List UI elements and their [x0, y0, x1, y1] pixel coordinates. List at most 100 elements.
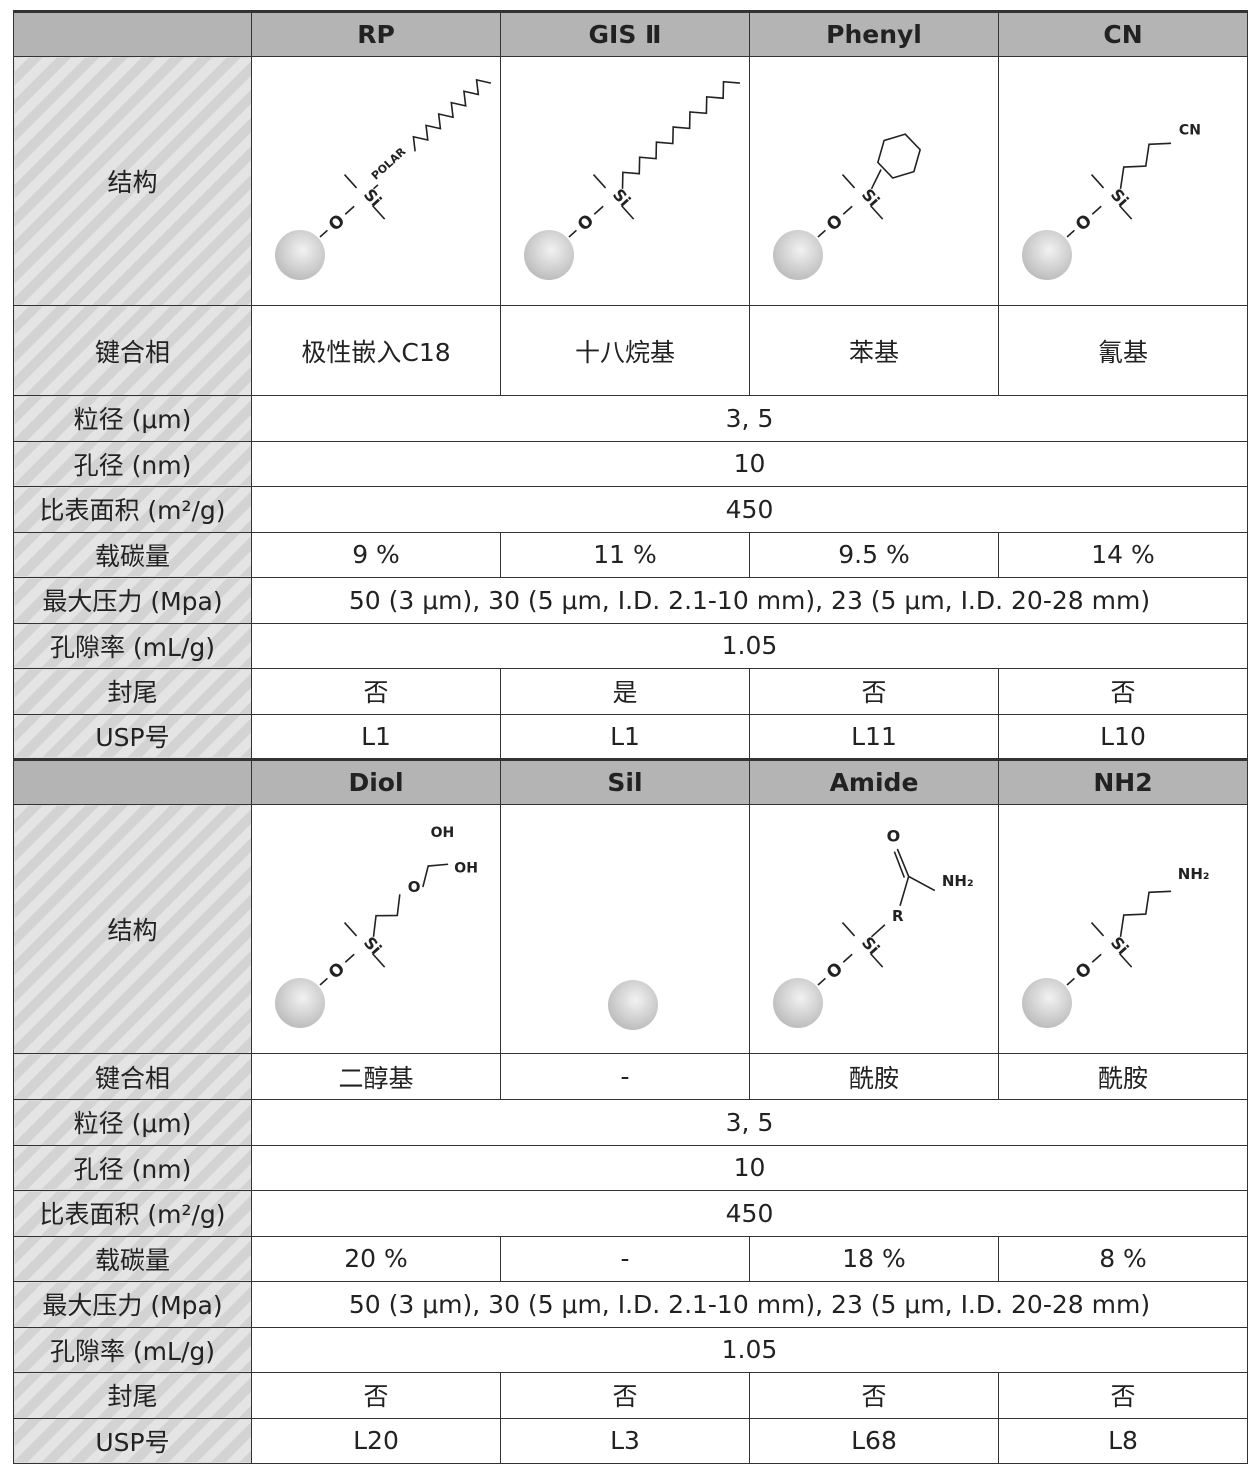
table-cell: 9.5 %	[749, 531, 999, 578]
table-row: 孔隙率 (mL/g) 1.05	[13, 622, 1248, 669]
table-row: 孔径 (nm) 10	[13, 440, 1248, 487]
column-header: RP	[251, 11, 501, 57]
structure-cell: O Si	[749, 56, 999, 306]
table-cell: 20 %	[251, 1235, 501, 1282]
structure-label-nh2: NH₂	[1178, 865, 1210, 883]
table-row: 比表面积 (m²/g) 450	[13, 486, 1248, 533]
structure-label-oh: OH	[454, 860, 478, 876]
column-spec-table: RP GIS Ⅱ Phenyl CN 结构 O Si POLAR O Si O Si O Si CN 键合相极…	[13, 10, 1248, 1464]
row-label: 粒径 (μm)	[13, 395, 252, 442]
silica-particle-icon	[275, 978, 325, 1028]
table-cell: 否	[500, 1372, 750, 1419]
table-cell: 9 %	[251, 531, 501, 578]
row-label: 比表面积 (m²/g)	[13, 486, 252, 533]
structure-diagram-phenyl: OSi	[773, 133, 922, 280]
table-cell: L1	[500, 713, 750, 760]
table-row: 键合相 极性嵌入C18 十八烷基 苯基 氰基	[13, 305, 1248, 396]
table-cell: 1.05	[251, 1326, 1248, 1373]
table-cell: 11 %	[500, 531, 750, 578]
table-cell: L3	[500, 1417, 750, 1464]
table-cell: 是	[500, 668, 750, 715]
table-cell: L20	[251, 1417, 501, 1464]
table-row: USP号 L1 L1 L11 L10	[13, 713, 1248, 760]
table-cell: 否	[251, 668, 501, 715]
structure-label-polar: POLAR	[369, 145, 409, 183]
structure-cell	[500, 804, 750, 1054]
table-cell: 否	[998, 668, 1248, 715]
structure-cell: O Si CN	[998, 56, 1248, 306]
table-cell: 3, 5	[251, 395, 1248, 442]
table-cell: 氰基	[998, 305, 1248, 396]
header-corner	[13, 11, 252, 57]
row-label: 键合相	[13, 305, 252, 396]
table-cell: 否	[749, 668, 999, 715]
row-label: 封尾	[13, 1372, 252, 1419]
row-label: 结构	[13, 804, 252, 1054]
header-row: RP GIS Ⅱ Phenyl CN	[13, 11, 1248, 57]
table-row: 比表面积 (m²/g) 450	[13, 1190, 1248, 1237]
structure-cell: O Si O OH OH	[251, 804, 501, 1054]
row-label: 载碳量	[13, 1235, 252, 1282]
table-cell: 否	[749, 1372, 999, 1419]
row-label: USP号	[13, 713, 252, 760]
row-label: 封尾	[13, 668, 252, 715]
table-cell: 8 %	[998, 1235, 1248, 1282]
table-cell: L11	[749, 713, 999, 760]
table-row: 载碳量 20 % -18 % 8 %	[13, 1235, 1248, 1282]
table-cell: 450	[251, 1190, 1248, 1237]
table-cell: L10	[998, 713, 1248, 760]
silica-particle-icon	[1022, 978, 1072, 1028]
structure-label-si: Si	[858, 185, 884, 210]
silica-particle-icon	[773, 230, 823, 280]
structure-label-r: R	[892, 907, 904, 925]
table-cell: 极性嵌入C18	[251, 305, 501, 396]
table-row: 粒径 (μm) 3, 5	[13, 395, 1248, 442]
header-corner	[13, 759, 252, 805]
table-cell: 50 (3 μm), 30 (5 μm, I.D. 2.1-10 mm), 23…	[251, 1281, 1248, 1328]
table-cell: 10	[251, 440, 1248, 487]
table-cell: -	[500, 1053, 750, 1100]
table-cell: 苯基	[749, 305, 999, 396]
structure-label-si: Si	[858, 933, 884, 958]
structure-label-o: O	[408, 878, 421, 896]
table-cell: 酰胺	[749, 1053, 999, 1100]
table-cell: 14 %	[998, 531, 1248, 578]
table-cell: 450	[251, 486, 1248, 533]
header-row: Diol Sil Amide NH2	[13, 759, 1248, 805]
column-header: GIS Ⅱ	[500, 11, 750, 57]
table-cell: 十八烷基	[500, 305, 750, 396]
structure-diagram-gis: OSi	[524, 80, 740, 280]
row-label: 最大压力 (Mpa)	[13, 1281, 252, 1328]
table-row: 封尾否否否否	[13, 1372, 1248, 1419]
structure-label-cn: CN	[1179, 122, 1201, 138]
table-row: 封尾否是否否	[13, 668, 1248, 715]
table-row: 孔径 (nm) 10	[13, 1144, 1248, 1191]
silica-particle-icon	[773, 978, 823, 1028]
structure-row: 结构 O Si O OH OH O Si R O NH₂ O Si NH₂	[13, 804, 1248, 1054]
table-cell: 50 (3 μm), 30 (5 μm, I.D. 2.1-10 mm), 23…	[251, 577, 1248, 624]
structure-cell: O Si R O NH₂	[749, 804, 999, 1054]
table-row: 载碳量 9 % 11 % 9.5 % 14 %	[13, 531, 1248, 578]
structure-diagram-sil	[608, 980, 658, 1030]
table-row: 最大压力 (Mpa) 50 (3 μm), 30 (5 μm, I.D. 2.1-…	[13, 1281, 1248, 1328]
table-cell: 1.05	[251, 622, 1248, 669]
silica-particle-icon	[608, 980, 658, 1030]
structure-cell: O Si POLAR	[251, 56, 501, 306]
row-label: USP号	[13, 1417, 252, 1464]
structure-label-si: Si	[1107, 185, 1133, 210]
structure-label-si: Si	[1107, 933, 1133, 958]
column-header: Phenyl	[749, 11, 999, 57]
row-label: 孔径 (nm)	[13, 1144, 252, 1191]
structure-row: 结构 O Si POLAR O Si O Si O Si CN	[13, 56, 1248, 306]
table-cell: -	[500, 1235, 750, 1282]
structure-label-si: Si	[609, 185, 635, 210]
column-header: NH2	[998, 759, 1248, 805]
table-cell: 否	[998, 1372, 1248, 1419]
table-row: 粒径 (μm) 3, 5	[13, 1099, 1248, 1146]
row-label: 结构	[13, 56, 252, 306]
table-cell: 10	[251, 1144, 1248, 1191]
table-cell: L8	[998, 1417, 1248, 1464]
